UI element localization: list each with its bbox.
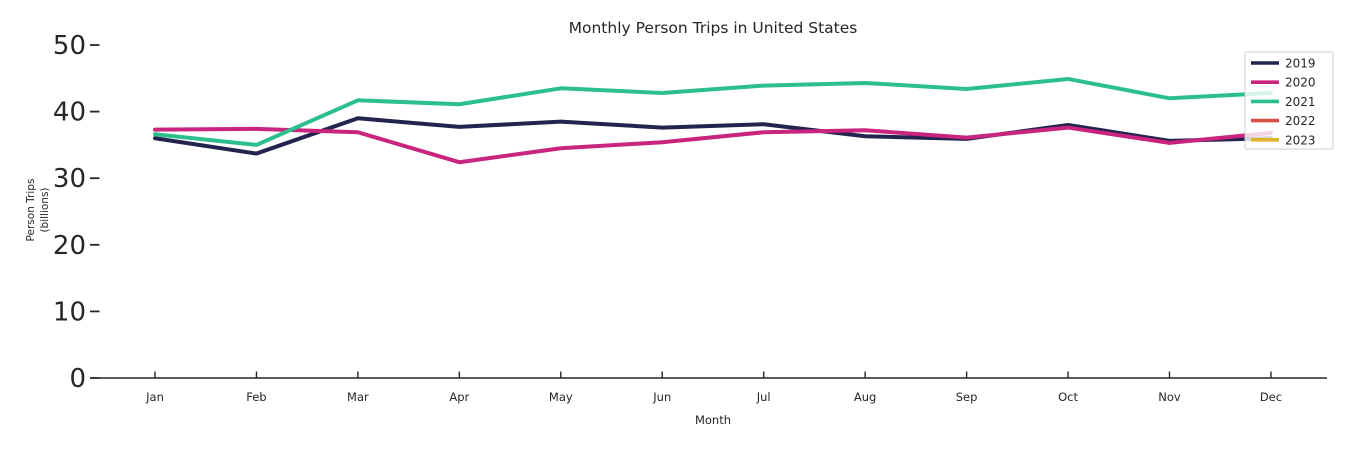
x-tick-label: Nov (1158, 390, 1181, 404)
legend-label-2021: 2021 (1285, 95, 1316, 109)
x-tick-label: Apr (449, 390, 469, 404)
x-tick-label: Feb (246, 390, 266, 404)
series-line-2021 (153, 76, 1273, 147)
legend-label-2019: 2019 (1285, 57, 1316, 71)
legend-label-2020: 2020 (1285, 76, 1316, 90)
x-tick-label: Oct (1058, 390, 1078, 404)
y-tick-label: 50 (53, 31, 86, 61)
y-tick-label: 30 (53, 164, 86, 194)
legend-box (1244, 51, 1334, 150)
y-axis-label-line1: Person Trips (25, 179, 37, 242)
series-line-2019 (153, 116, 1273, 156)
y-tick-label: 40 (53, 98, 86, 128)
x-tick-label: Jan (145, 390, 164, 404)
chart-title: Monthly Person Trips in United States (569, 19, 858, 37)
x-tick-label: Aug (854, 390, 876, 404)
x-tick-label: Mar (347, 390, 369, 404)
x-axis-label: Month (695, 413, 731, 427)
y-tick-label: 10 (53, 297, 86, 327)
x-tick-label: Sep (956, 390, 978, 404)
legend-label-2023: 2023 (1285, 133, 1316, 147)
y-axis-label-line2: (billions) (39, 187, 51, 232)
series-line-2020 (153, 125, 1273, 165)
y-tick-label: 20 (53, 231, 86, 261)
x-tick-label: Jul (756, 390, 771, 404)
y-tick-label: 0 (69, 364, 86, 394)
x-tick-label: May (549, 390, 573, 404)
x-tick-label: Jun (652, 390, 671, 404)
legend-label-2022: 2022 (1285, 114, 1316, 128)
x-tick-label: Dec (1260, 390, 1282, 404)
plot-area: Jan Feb Mar Apr May Jun Jul Aug Sep Oct Nov Dec 0 10 2… (53, 31, 1334, 404)
